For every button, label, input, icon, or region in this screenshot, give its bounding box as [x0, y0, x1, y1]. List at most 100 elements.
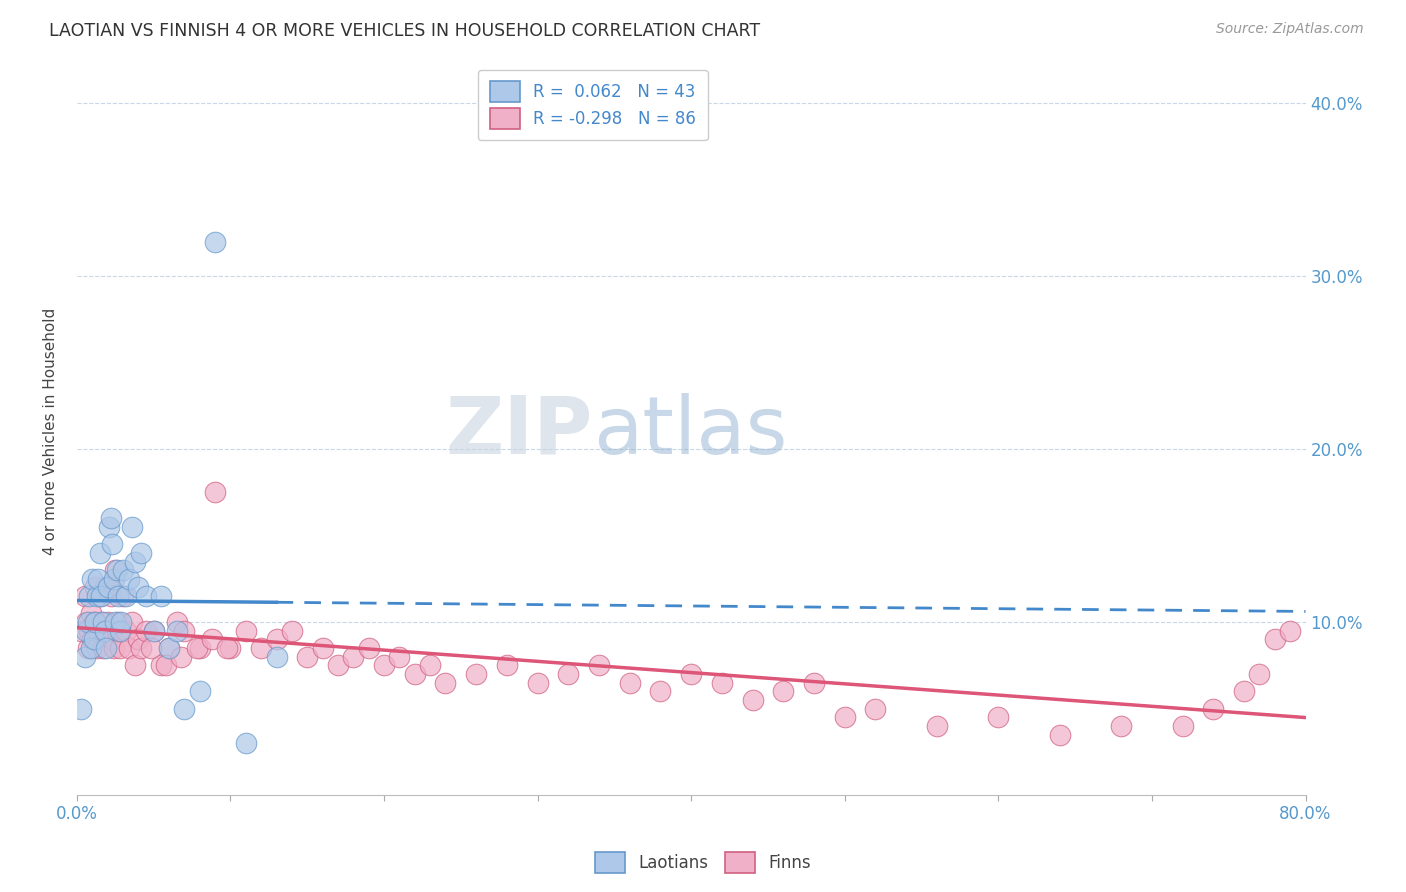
Point — [108, 640, 131, 655]
Legend: R =  0.062   N = 43, R = -0.298   N = 86: R = 0.062 N = 43, R = -0.298 N = 86 — [478, 70, 707, 140]
Point — [741, 693, 763, 707]
Point — [93, 624, 115, 638]
Point — [1049, 727, 1071, 741]
Point — [94, 624, 117, 638]
Point — [87, 572, 110, 586]
Point — [76, 640, 98, 655]
Point — [526, 675, 548, 690]
Point — [127, 581, 149, 595]
Point — [82, 632, 104, 647]
Point — [97, 581, 120, 595]
Point — [91, 640, 114, 655]
Point — [84, 581, 107, 595]
Point — [90, 615, 112, 629]
Point — [91, 615, 114, 629]
Point — [188, 684, 211, 698]
Point — [201, 632, 224, 647]
Point — [75, 615, 97, 629]
Point — [803, 675, 825, 690]
Point — [108, 624, 131, 638]
Point — [217, 640, 239, 655]
Point — [70, 701, 93, 715]
Point — [235, 736, 257, 750]
Point — [94, 640, 117, 655]
Point — [710, 675, 733, 690]
Point — [326, 658, 349, 673]
Point — [115, 589, 138, 603]
Point — [76, 615, 98, 629]
Y-axis label: 4 or more Vehicles in Household: 4 or more Vehicles in Household — [44, 308, 58, 556]
Point — [89, 546, 111, 560]
Point — [188, 640, 211, 655]
Text: LAOTIAN VS FINNISH 4 OR MORE VEHICLES IN HOUSEHOLD CORRELATION CHART: LAOTIAN VS FINNISH 4 OR MORE VEHICLES IN… — [49, 22, 761, 40]
Point — [124, 658, 146, 673]
Point — [297, 649, 319, 664]
Point — [166, 624, 188, 638]
Text: Source: ZipAtlas.com: Source: ZipAtlas.com — [1216, 22, 1364, 37]
Point — [1279, 624, 1302, 638]
Point — [93, 581, 115, 595]
Point — [1233, 684, 1256, 698]
Point — [496, 658, 519, 673]
Point — [131, 640, 153, 655]
Point — [235, 624, 257, 638]
Point — [157, 640, 180, 655]
Point — [87, 624, 110, 638]
Point — [73, 649, 96, 664]
Point — [118, 572, 141, 586]
Text: ZIP: ZIP — [446, 392, 593, 471]
Point — [173, 701, 195, 715]
Point — [170, 649, 193, 664]
Point — [98, 581, 121, 595]
Point — [107, 615, 129, 629]
Point — [155, 658, 177, 673]
Point — [834, 710, 856, 724]
Point — [98, 520, 121, 534]
Point — [1249, 667, 1271, 681]
Point — [115, 624, 138, 638]
Point — [1171, 719, 1194, 733]
Point — [103, 572, 125, 586]
Point — [111, 589, 134, 603]
Point — [107, 589, 129, 603]
Text: atlas: atlas — [593, 392, 787, 471]
Point — [105, 563, 128, 577]
Point — [73, 589, 96, 603]
Point — [83, 615, 105, 629]
Point — [101, 537, 124, 551]
Point — [465, 667, 488, 681]
Point — [101, 632, 124, 647]
Point — [342, 649, 364, 664]
Point — [86, 640, 108, 655]
Point — [103, 640, 125, 655]
Point — [772, 684, 794, 698]
Point — [118, 640, 141, 655]
Point — [75, 624, 97, 638]
Point — [157, 640, 180, 655]
Point — [135, 589, 157, 603]
Point — [281, 624, 304, 638]
Point — [357, 640, 380, 655]
Point — [373, 658, 395, 673]
Point — [127, 632, 149, 647]
Point — [588, 658, 610, 673]
Point — [1109, 719, 1132, 733]
Point — [142, 624, 165, 638]
Point — [987, 710, 1010, 724]
Point — [434, 675, 457, 690]
Point — [557, 667, 579, 681]
Point — [82, 572, 104, 586]
Point — [1202, 701, 1225, 715]
Point — [135, 624, 157, 638]
Point — [80, 640, 103, 655]
Point — [419, 658, 441, 673]
Point — [142, 624, 165, 638]
Point — [100, 511, 122, 525]
Point — [186, 640, 208, 655]
Point — [166, 615, 188, 629]
Point — [150, 589, 173, 603]
Point — [865, 701, 887, 715]
Point — [311, 640, 333, 655]
Point — [266, 632, 288, 647]
Point — [204, 235, 226, 249]
